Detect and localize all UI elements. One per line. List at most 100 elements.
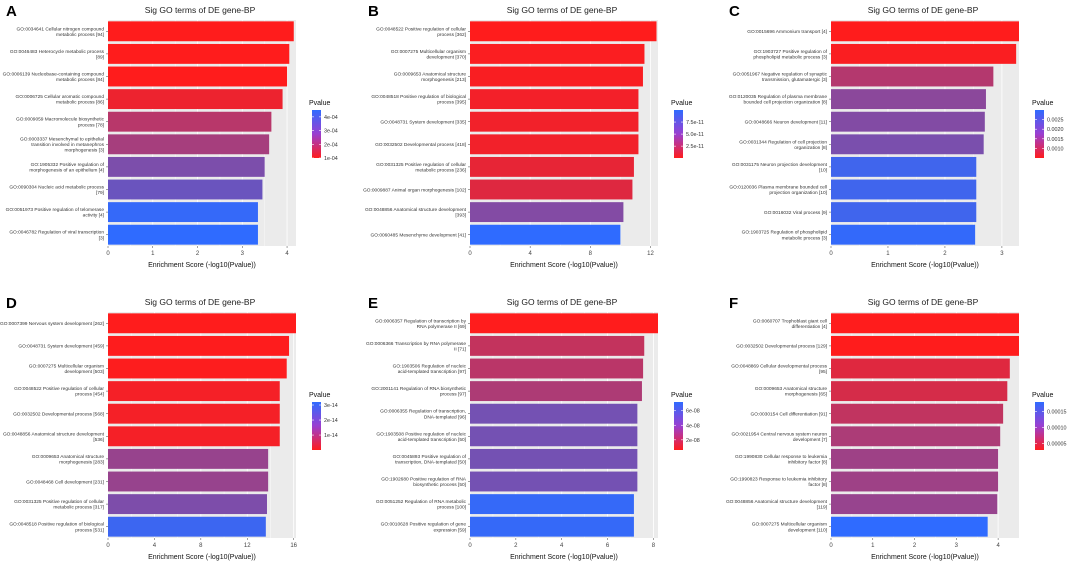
category-label-line: process [454] [75,392,104,398]
category-label-line: GO:0010628 Positive regulation of gene [381,522,467,528]
legend-tick-label: 5.0e-11 [686,132,704,138]
bar [108,134,270,155]
category-label: GO:0010628 Positive regulation of gene ex… [381,522,467,534]
x-tick-label: 4 [560,543,564,549]
category-label: GO:0090304 Nucleic acid metabolic proces… [9,185,104,197]
category-label: GO:0048731 System development [459] [18,344,104,350]
category-label-line: phospholipid metabolic process [3] [753,55,827,61]
x-tick-label: 4 [153,543,157,549]
chart-title: Sig GO terms of DE gene-BP [507,5,618,15]
category-label-line: GO:0048856 Anatomical structure developm… [365,207,467,213]
x-tick-label: 2 [913,543,917,549]
category-label: GO:1903506 Regulation of nucleic acid-tem… [393,364,467,376]
category-label-line: GO:1902680 Positive regulation of RNA [381,477,467,483]
category-label-line: process [97] [440,392,466,398]
legend-title: Pvalue [1032,100,1054,107]
bar [108,426,280,447]
category-label-line: transcription, DNA-templated [50] [395,460,466,466]
category-label: GO:0006366 Transcription by RNA polymera… [366,341,466,353]
legend-title: Pvalue [671,100,693,107]
legend-title: Pvalue [309,100,331,107]
bar [108,313,296,334]
category-label-line: metabolic process [94] [56,32,104,38]
legend-title: Pvalue [309,392,331,399]
panel-letter: E [368,295,378,312]
category-label-line: GO:0048856 Anatomical structure developm… [726,499,828,505]
category-label: GO:1990830 Cellular response to leukemia… [735,454,827,466]
category-label-line: [119] [817,505,827,511]
bar [470,179,633,200]
category-label-line: GO:0006355 Regulation of transcription, [380,409,466,415]
category-label-line: GO:0006366 Transcription by RNA polymera… [366,341,466,347]
bar [470,134,639,155]
category-label: GO:0009653 Anatomical structure morphogen… [755,386,828,398]
bar [108,156,265,177]
bar [470,43,645,64]
category-label-line: II [71] [454,347,466,353]
category-label-line: inhibitory factor [8] [788,460,827,466]
legend-colorbar [312,402,321,450]
bar [108,448,269,469]
bar [470,494,634,515]
category-label-line: GO:0016032 Viral process [9] [764,210,827,216]
panel-f: F Sig GO terms of DE gene-BP GO:0060707 Tr… [726,295,1067,561]
category-label: GO:0031344 Regulation of cell projection… [739,139,827,151]
bar [470,335,645,356]
category-label-line: [89] [96,55,104,61]
panel-letter: D [6,295,17,312]
category-label-line: [536] [93,437,104,443]
category-label: GO:0009887 Animal organ morphogenesis [1… [363,187,466,193]
category-label-line: GO:0031325 Positive regulation of cellul… [14,499,104,505]
category-label-line: transition involved in metanephros [31,142,104,148]
category-label-line: GO:0048856 Anatomical structure developm… [3,431,105,437]
category-label-line: metabolic process [84] [56,77,104,83]
category-label-line: projection organization [10] [769,190,827,196]
category-label-line: GO:0048666 Neuron development [11] [745,120,827,126]
bar [108,89,283,110]
bar [108,358,287,379]
category-label-line: GO:0007399 Nervous system development [2… [0,321,104,327]
x-tick-label: 3 [955,543,959,549]
category-label-line: morphogenesis [213] [421,77,466,83]
category-label-line: process [531] [75,527,104,533]
category-label: GO:0048731 System development [335] [380,120,466,126]
category-label-line: GO:0032502 Developmental process [418] [375,142,466,148]
bar [108,335,290,356]
category-label-line: RNA polymerase II [69] [417,324,466,330]
category-label: GO:0032502 Developmental process [418] [375,142,466,148]
category-label-line: morphogenesis [3] [65,148,104,154]
category-label: GO:1903725 Regulation of phospholipid met… [742,230,828,242]
legend-colorbar [674,110,683,158]
category-label-line: factor [8] [808,482,827,488]
category-label: GO:0009059 Macromolecule biosynthetic pro… [16,117,105,129]
legend-tick-label: 2.5e-11 [686,144,704,150]
legend-tick-label: 1e-14 [324,433,338,439]
category-label: GO:0015696 Ammonium transport [4] [747,29,827,35]
chart-title: Sig GO terms of DE gene-BP [868,5,979,15]
chart-title: Sig GO terms of DE gene-BP [145,297,256,307]
legend-tick-label: 4e-04 [324,115,338,121]
bar [470,358,644,379]
category-label-line: GO:0031325 Positive regulation of cellul… [376,162,466,168]
category-label-line: [393] [455,213,466,219]
bar [831,471,999,492]
category-label-line: activity [4] [83,213,104,219]
category-label: GO:0048522 Positive regulation of cellul… [14,386,104,398]
bar [831,403,1004,424]
x-tick-label: 4 [285,251,289,257]
x-tick-label: 0 [468,251,472,257]
category-label-line: metabolic process [236] [415,168,466,174]
category-label: GO:0051252 Regulation of RNA metabolic pr… [376,499,467,511]
category-label: GO:0009653 Anatomical structure morphogen… [32,454,105,466]
category-label-line: GO:0009653 Anatomical structure [755,386,828,392]
category-label-line: GO:1903508 Positive regulation of nuclei… [376,431,466,437]
bar [108,202,258,223]
category-label-line: GO:1990823 Response to leukemia inhibito… [730,477,827,483]
legend-title: Pvalue [671,392,693,399]
category-label-line: organization [8] [794,145,827,151]
category-label-line: GO:0120035 Regulation of plasma membrane [729,94,827,100]
x-tick-label: 12 [244,543,251,549]
category-label-line: biosynthetic process [50] [413,482,466,488]
x-tick-label: 2 [514,543,518,549]
category-label: GO:0016032 Viral process [9] [764,210,827,216]
